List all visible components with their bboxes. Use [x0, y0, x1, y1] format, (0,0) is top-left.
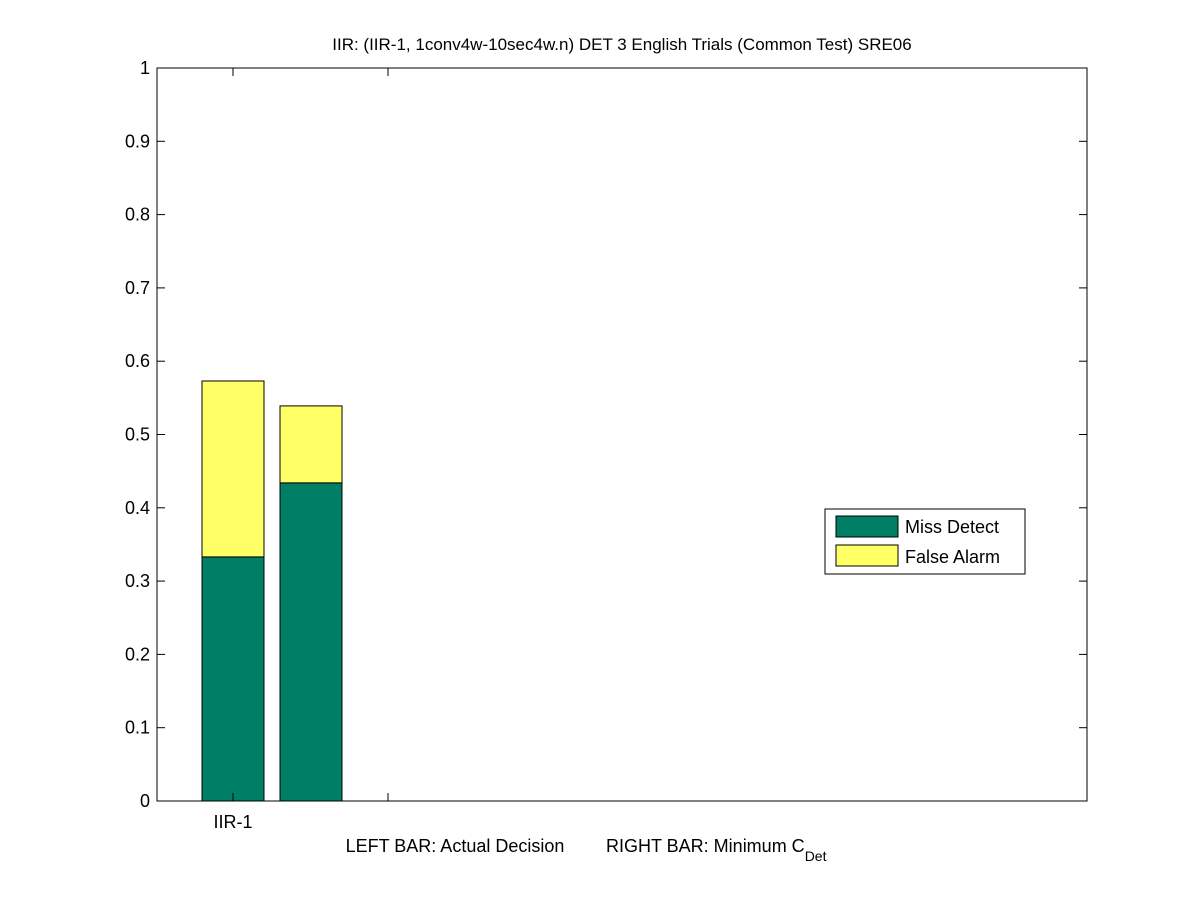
- legend-swatch-miss-detect: [835, 515, 899, 538]
- y-tick-label: 0: [140, 791, 150, 811]
- chart-title: IIR: (IIR-1, 1conv4w-10sec4w.n) DET 3 En…: [332, 35, 911, 54]
- y-tick-label: 0.7: [125, 278, 150, 298]
- legend: Miss Detect False Alarm: [824, 508, 1026, 575]
- y-tick-label: 0.6: [125, 351, 150, 371]
- y-tick-label: 0.1: [125, 718, 150, 738]
- bars: [201, 380, 343, 802]
- y-tick-label: 0.9: [125, 131, 150, 151]
- y-tick-label: 0.2: [125, 644, 150, 664]
- x-label-left: LEFT BAR: Actual Decision: [346, 836, 565, 856]
- legend-swatch-false-alarm: [835, 544, 899, 567]
- x-axis: IIR-1: [213, 68, 389, 832]
- y-tick-label: 0.8: [125, 205, 150, 225]
- y-tick-label: 1: [140, 58, 150, 78]
- legend-label-false-alarm: False Alarm: [905, 547, 1000, 567]
- bar-miss-detect-minimum: [279, 482, 343, 802]
- x-label-right-main: RIGHT BAR: Minimum C: [606, 836, 805, 856]
- y-tick-label: 0.4: [125, 498, 150, 518]
- bar-miss-detect-actual: [201, 556, 265, 802]
- y-axis: 0 0.1 0.2 0.3 0.4 0.5 0.6 0.7 0.8 0.9 1: [125, 58, 1087, 811]
- y-tick-label: 0.3: [125, 571, 150, 591]
- x-label-right: RIGHT BAR: Minimum CDet: [606, 836, 827, 864]
- legend-label-miss-detect: Miss Detect: [905, 517, 999, 537]
- bar-false-alarm-minimum: [279, 405, 343, 484]
- x-label-right-subscript: Det: [805, 848, 827, 864]
- x-tick-label: IIR-1: [213, 812, 252, 832]
- bar-false-alarm-actual: [201, 380, 265, 558]
- y-tick-label: 0.5: [125, 425, 150, 445]
